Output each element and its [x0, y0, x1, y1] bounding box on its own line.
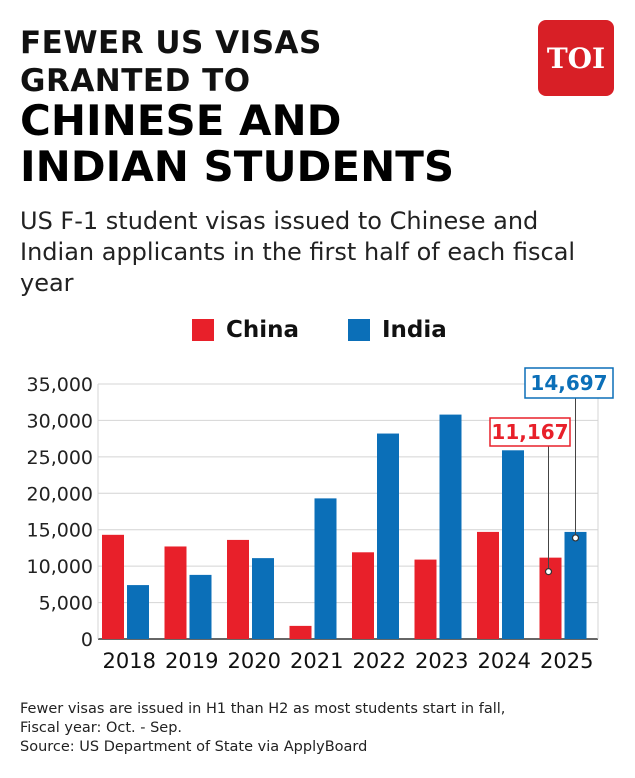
legend-item-china: China: [192, 316, 299, 344]
bar-china: [164, 546, 187, 639]
x-tick-label: 2022: [353, 649, 406, 673]
bar-india: [377, 433, 399, 639]
bar-china: [539, 557, 562, 639]
x-tick-label: 2020: [228, 649, 281, 673]
title-line-4: INDIAN STUDENTS: [20, 142, 455, 191]
bar-india: [127, 585, 149, 639]
callout-label: 11,167: [491, 420, 568, 444]
legend-swatch-india: [348, 319, 370, 341]
bar-india: [314, 498, 337, 639]
callout-box: [524, 367, 614, 399]
y-tick-label: 30,000: [27, 410, 93, 432]
bar-china: [477, 531, 499, 639]
bar-india: [252, 558, 274, 639]
legend-item-india: India: [348, 316, 447, 344]
chart-subtitle: US F-1 student visas issued to Chinese a…: [20, 207, 576, 297]
legend-label-china: China: [226, 317, 300, 343]
title-line-2: GRANTED TO: [20, 63, 251, 99]
x-tick-label: 2018: [103, 649, 156, 673]
x-tick-label: 2023: [415, 649, 468, 673]
bar-china: [102, 534, 124, 639]
y-tick-label: 20,000: [27, 483, 93, 505]
bar-india: [502, 450, 524, 639]
callout-box: [489, 417, 571, 447]
x-tick-label: 2021: [290, 649, 343, 673]
logo-text: TOI: [546, 41, 606, 75]
y-tick-label: 10,000: [27, 556, 93, 578]
callout-label: 14,697: [530, 371, 607, 395]
x-tick-label: 2024: [478, 649, 531, 673]
chart-footer: Fewer visas are issued in H1 than H2 as …: [20, 700, 620, 757]
bar-chart: 0 5,000 10,000 15,000 20,000 25,000 30,000 35,0…: [27, 367, 614, 673]
toi-logo: TOI: [538, 20, 614, 96]
bar-china: [289, 625, 312, 639]
bar-china: [352, 552, 374, 639]
legend-swatch-china: [192, 319, 214, 341]
bar-india: [564, 531, 587, 639]
x-tick-label: 2025: [540, 649, 593, 673]
bar-india: [439, 414, 462, 639]
y-tick-label: 35,000: [27, 374, 93, 396]
bar-china: [227, 539, 249, 639]
y-tick-label: 15,000: [27, 520, 93, 542]
footer-source: Source: US Department of State via Apply…: [20, 739, 368, 755]
title-line-1: FEWER US VISAS: [20, 25, 322, 61]
y-tick-label: 0: [81, 629, 93, 651]
y-tick-label: 5,000: [39, 593, 93, 615]
title-line-3: CHINESE AND: [20, 96, 342, 145]
footer-note-2: Fiscal year: Oct. - Sep.: [20, 720, 183, 736]
x-tick-label: 2019: [165, 649, 218, 673]
bar-india: [189, 574, 212, 639]
y-tick-label: 25,000: [27, 447, 93, 469]
callout-dot: [571, 534, 580, 542]
bar-china: [414, 559, 437, 639]
legend-label-india: India: [382, 317, 447, 343]
callout-dot: [544, 568, 553, 576]
footer-note-1: Fewer visas are issued in H1 than H2 as …: [20, 701, 506, 717]
